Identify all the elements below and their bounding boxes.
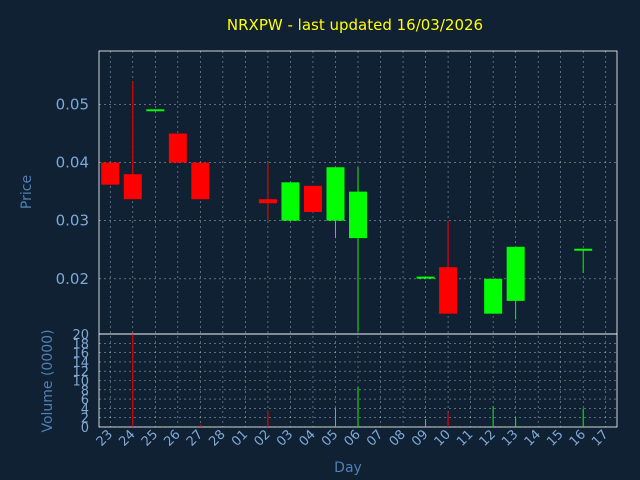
x-tick-label: 26 [161, 427, 183, 449]
volume-tick-label: 2 [81, 412, 89, 427]
x-tick-label: 23 [94, 427, 116, 449]
x-tick-label: 28 [206, 427, 228, 449]
x-tick-label: 08 [387, 427, 409, 449]
volume-axis-label: Volume (0000) [40, 329, 56, 432]
candle-body [574, 248, 593, 251]
x-tick-label: 17 [589, 427, 611, 449]
volume-tick-label: 4 [81, 402, 89, 417]
candle-body [416, 276, 435, 279]
candle-body [101, 162, 120, 185]
price-tick-label: 0.05 [56, 95, 89, 113]
price-tick-label: 0.02 [56, 270, 89, 288]
volume-tick-label: 18 [72, 337, 89, 352]
volume-tick-label: 8 [81, 384, 89, 399]
x-tick-label: 14 [522, 427, 544, 449]
x-tick-label: 11 [454, 427, 476, 449]
x-tick-label: 24 [116, 427, 138, 449]
x-tick-label: 10 [432, 427, 454, 449]
x-axis-label: Day [334, 460, 362, 476]
price-tick-label: 0.03 [56, 212, 89, 230]
x-tick-label: 05 [319, 427, 341, 449]
candle-body [303, 185, 322, 212]
volume-tick-label: 0 [81, 421, 89, 436]
price-axis-label: Price [19, 175, 35, 209]
x-tick-label: 07 [364, 427, 386, 449]
x-tick-label: 25 [139, 427, 161, 449]
candle-body [123, 174, 142, 200]
candle-body [439, 267, 458, 314]
x-tick-label: 13 [499, 427, 521, 449]
x-tick-label: 03 [274, 427, 296, 449]
volume-tick-label: 14 [72, 356, 89, 371]
x-tick-label: 16 [567, 427, 589, 449]
volume-tick-label: 10 [72, 375, 89, 390]
volume-tick-label: 6 [81, 393, 89, 408]
chart-title: NRXPW - last updated 16/03/2026 [227, 16, 483, 34]
candle-body [258, 199, 277, 204]
candle-body [281, 182, 300, 221]
x-tick-label: 04 [296, 427, 318, 449]
volume-tick-label: 16 [72, 347, 89, 362]
volume-tick-label: 12 [72, 365, 89, 380]
x-tick-label: 12 [477, 427, 499, 449]
candle-body [349, 191, 367, 239]
x-tick-label: 06 [342, 427, 364, 449]
volume-tick-label: 20 [72, 328, 89, 343]
candle-body [168, 133, 187, 163]
x-tick-label: 01 [229, 427, 251, 449]
candle-body [146, 109, 165, 112]
price-tick-label: 0.04 [56, 154, 89, 172]
candle-body [326, 167, 345, 221]
x-tick-label: 09 [409, 427, 431, 449]
candle-body [484, 278, 503, 314]
candle-body [191, 162, 210, 200]
candle-body [506, 246, 525, 301]
x-tick-label: 15 [544, 427, 566, 449]
x-tick-label: 27 [184, 427, 206, 449]
x-tick-label: 02 [251, 427, 273, 449]
